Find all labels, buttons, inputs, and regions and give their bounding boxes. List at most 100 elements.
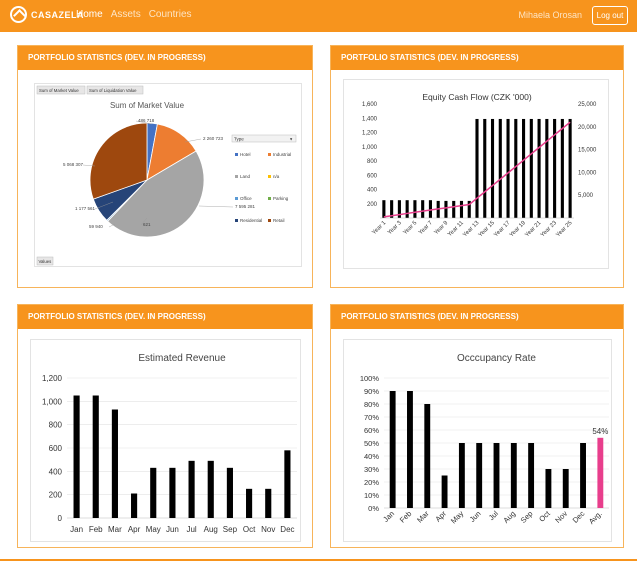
- top-navbar: CASAZELA Home Assets Countries Mihaela O…: [0, 0, 637, 32]
- x-tick-label: Year 21: [524, 220, 542, 238]
- x-tick-label: Year 1: [371, 220, 387, 236]
- brand-logo[interactable]: CASAZELA: [10, 6, 84, 23]
- cash-flow-bar: [568, 118, 572, 218]
- pie-data-label: 5 068 307: [63, 162, 84, 167]
- bar: [226, 467, 233, 518]
- bar: [246, 488, 253, 518]
- panel-title: PORTFOLIO STATISTICS (DEV. IN PROGRESS): [331, 46, 623, 70]
- main-nav: Home Assets Countries: [76, 9, 192, 20]
- x-tick-label: Year 25: [555, 220, 573, 238]
- y-tick-label: 200: [367, 202, 378, 208]
- y-tick-label: 100%: [360, 374, 380, 383]
- cash-flow-bar: [506, 118, 510, 218]
- y-tick-label: 40%: [364, 452, 379, 461]
- x-tick-label: Jul: [487, 509, 500, 522]
- bar: [284, 450, 291, 518]
- pie-data-label: 1 177 561: [75, 206, 96, 211]
- x-tick-label: Aug: [204, 525, 218, 534]
- bar: [188, 460, 195, 518]
- legend-label: Retail: [273, 218, 285, 223]
- y-tick-label: 200: [49, 491, 63, 500]
- legend-swatch: [235, 197, 238, 200]
- data-label-leader: [140, 217, 148, 226]
- x-tick-label: Year 5: [402, 220, 418, 236]
- bar: [131, 493, 138, 518]
- y-tick-label: 20%: [364, 478, 379, 487]
- legend-swatch: [268, 197, 271, 200]
- legend-label: Parking: [273, 196, 289, 201]
- nav-assets[interactable]: Assets: [110, 9, 141, 20]
- x-tick-label: Nov: [261, 525, 275, 534]
- logout-button[interactable]: Log out: [592, 6, 628, 25]
- legend-label: Land: [240, 174, 251, 179]
- x-tick-label: Apr: [433, 509, 448, 524]
- x-tick-label: May: [449, 509, 466, 526]
- chart-title: Occcupancy Rate: [457, 353, 536, 364]
- bar: [476, 443, 483, 508]
- panel-title: PORTFOLIO STATISTICS (DEV. IN PROGRESS): [18, 46, 312, 70]
- x-tick-label: Year 15: [478, 220, 496, 238]
- legend-swatch: [235, 219, 238, 222]
- data-label-leader: [135, 120, 153, 125]
- x-tick-label: Oct: [537, 508, 552, 523]
- cash-flow-bar: [397, 200, 401, 218]
- chart-frame: Occcupancy Rate 0% 10% 20% 30% 40% 50% 60% 70% 80…: [343, 339, 612, 542]
- y-tick-label: 70%: [364, 413, 379, 422]
- portfolio-panel-cash-flow: PORTFOLIO STATISTICS (DEV. IN PROGRESS) …: [330, 45, 624, 288]
- data-label-leader: [82, 164, 96, 167]
- x-tick-label: Avg.: [587, 509, 604, 526]
- x-tick-label: Dec: [571, 509, 587, 525]
- x-tick-label: Jun: [468, 509, 483, 524]
- y-tick-label: 10%: [364, 491, 379, 500]
- x-tick-label: Apr: [128, 525, 141, 534]
- portfolio-panel-occupancy: PORTFOLIO STATISTICS (DEV. IN PROGRESS) …: [330, 304, 624, 548]
- x-tick-label: Jan: [381, 509, 396, 524]
- nav-countries[interactable]: Countries: [148, 9, 192, 20]
- cash-flow-bar: [428, 200, 432, 218]
- x-tick-label: Year 23: [540, 220, 558, 238]
- x-tick-label: Year 19: [509, 220, 527, 238]
- bar: [510, 443, 517, 508]
- bar: [441, 475, 448, 508]
- portfolio-panel-revenue: PORTFOLIO STATISTICS (DEV. IN PROGRESS) …: [17, 304, 313, 548]
- x-tick-label: Dec: [280, 525, 294, 534]
- chart-title: Estimated Revenue: [138, 353, 226, 364]
- y-tick-label: 1,000: [362, 145, 378, 151]
- bar: [545, 469, 552, 508]
- y-tick-label: 600: [49, 444, 63, 453]
- cash-flow-bar: [467, 200, 471, 218]
- x-tick-label: Aug: [501, 509, 517, 525]
- equity-cash-flow-chart: Equity Cash Flow (CZK '000) 200 400 600 800 1…: [362, 92, 597, 238]
- y-tick-label: 400: [49, 467, 63, 476]
- cash-flow-bar: [522, 118, 526, 218]
- x-tick-label: Mar: [108, 525, 122, 534]
- x-tick-label: Sep: [223, 525, 238, 534]
- cash-flow-bar: [483, 118, 487, 218]
- y2-tick-label: 15,000: [578, 148, 597, 154]
- x-tick-label: Year 13: [462, 220, 480, 238]
- cash-flow-bar: [490, 118, 495, 218]
- y-tick-label: 1,200: [42, 374, 63, 383]
- x-tick-label: Nov: [553, 509, 569, 525]
- pivot-field-button-label: Sum of Liquidation Value: [89, 88, 137, 93]
- cash-flow-bar: [390, 200, 394, 218]
- cash-flow-bar: [413, 200, 417, 218]
- y-tick-label: 80%: [364, 400, 379, 409]
- user-name[interactable]: Mihaela Orosan: [518, 10, 582, 20]
- cumulative-cash-flow-line: [383, 121, 571, 218]
- cash-flow-bar: [553, 118, 557, 218]
- legend-filter-label: Type: [234, 137, 244, 142]
- y-tick-label: 600: [367, 173, 378, 179]
- pie-data-label: 59 940: [89, 224, 103, 229]
- legend-label: Industrial: [273, 152, 291, 157]
- data-label-leader: [108, 223, 116, 228]
- chart-frame: Estimated Revenue 0 200 400 600 800 1,000 1,200…: [30, 339, 301, 542]
- nav-home[interactable]: Home: [76, 9, 103, 20]
- bar: [424, 404, 431, 508]
- bar-data-label: 54%: [592, 427, 608, 436]
- x-tick-label: Feb: [89, 525, 103, 534]
- y2-tick-label: 10,000: [578, 170, 597, 176]
- cash-flow-bar: [529, 118, 533, 218]
- y-tick-label: 1,400: [362, 116, 378, 122]
- cash-flow-bar: [545, 118, 549, 218]
